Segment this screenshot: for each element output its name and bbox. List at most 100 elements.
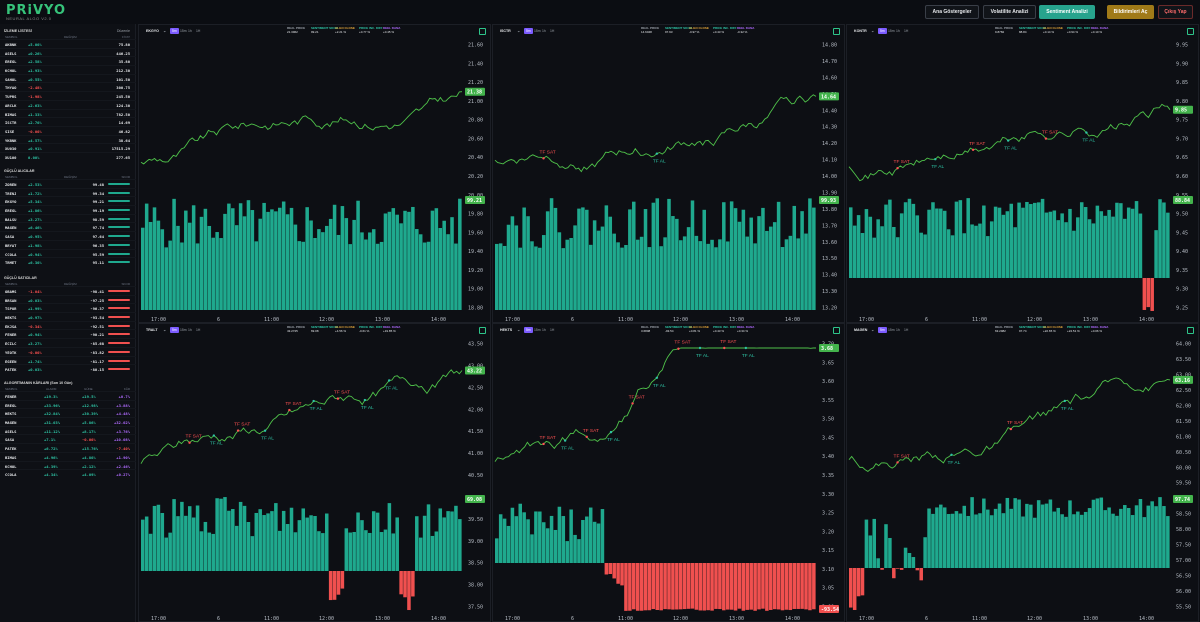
timeframe-tab[interactable]: 15m xyxy=(534,29,541,33)
price-tick: 14.70 xyxy=(822,59,837,65)
timeframe-tab[interactable]: 15m xyxy=(888,328,895,332)
expand-icon[interactable] xyxy=(833,28,840,35)
watchlist-row[interactable]: XU100 0.00% 277.65 xyxy=(0,151,136,161)
timeframe-tab[interactable]: 1h xyxy=(188,328,192,332)
sentiment-analysis-button[interactable]: Sentiment Analizi xyxy=(1039,5,1095,19)
timeframe-tab[interactable]: 5m xyxy=(524,327,533,333)
timeframe-tab[interactable]: 1H xyxy=(196,328,201,332)
buyer-row[interactable]: MAGEN +6.46% 97.74 xyxy=(0,222,136,231)
seller-row[interactable]: EKJSA -0.34% -92.51 xyxy=(0,320,136,330)
seller-row[interactable]: OBAMS -1.04% -98.41 xyxy=(0,286,136,295)
algo-row[interactable]: SASA +7.1% -0.00% +10.08% xyxy=(0,434,136,443)
timeframe-tab[interactable]: 1H xyxy=(904,328,909,332)
notifications-button[interactable]: Bildirimleri Aç xyxy=(1107,5,1154,19)
seller-row[interactable]: YEOTK -0.00% -83.82 xyxy=(0,346,136,356)
buyer-row[interactable]: BRYAT +1.98% 96.35 xyxy=(0,239,136,249)
seller-row[interactable]: EGEEN +1.74% -81.17 xyxy=(0,355,136,365)
watchlist-row[interactable]: XU030 +0.91% 17515.29 xyxy=(0,143,136,152)
timeframe-tab[interactable]: 5m xyxy=(170,28,179,34)
algo-row[interactable]: BIMAS +4.96% +4.80% +1.90% xyxy=(0,451,136,461)
col-change: DEĞİŞİM xyxy=(64,175,77,179)
timeframe-tab[interactable]: 1H xyxy=(904,29,909,33)
algo-row[interactable]: PATEK +6.72% +15.76% -7.40% xyxy=(0,443,136,452)
seller-row[interactable]: PATEK +0.03% -80.15 xyxy=(0,364,136,373)
watchlist-row[interactable]: EREGL +2.58% 35.80 xyxy=(0,56,136,65)
algo-row[interactable]: HEKTS +32.84% +30.39% +4.48% xyxy=(0,408,136,417)
seller-row[interactable]: ECILC +3.27% -85.68 xyxy=(0,338,136,347)
expand-icon[interactable] xyxy=(833,327,840,334)
timeframe-tab[interactable]: 15m xyxy=(180,29,187,33)
timeframe-tab[interactable]: 15m xyxy=(180,328,187,332)
buyer-row[interactable]: SASA +0.95% 97.64 xyxy=(0,231,136,240)
timeframe-tab[interactable]: 1H xyxy=(550,29,555,33)
timeframe-tab[interactable]: 1h xyxy=(542,328,546,332)
timeframe-tab[interactable]: 15m xyxy=(534,328,541,332)
symbol: EKGYO xyxy=(5,199,17,205)
seller-row[interactable]: FENER +0.94% -90.21 xyxy=(0,329,136,338)
seller-row[interactable]: HEKTS +0.97% -93.54 xyxy=(0,312,136,321)
watchlist-row[interactable]: BIMAS +1.33% 782.50 xyxy=(0,108,136,118)
price: 300.75 xyxy=(116,85,130,91)
metric: REAL PRICE 14.6048 xyxy=(641,26,659,34)
watchlist-row[interactable]: ASELS +0.26% 446.25 xyxy=(0,47,136,57)
watchlist-row[interactable]: KCHOL +1.93% 212.30 xyxy=(0,65,136,74)
timeframe-tab[interactable]: 1h xyxy=(188,29,192,33)
sentiment-bar xyxy=(387,211,392,310)
buyer-row[interactable]: EKGYO +5.34% 99.21 xyxy=(0,196,136,205)
algo-row[interactable]: ASELS +11.12% +8.17% +3.76% xyxy=(0,425,136,435)
buyer-row[interactable]: BALSU +3.27% 98.59 xyxy=(0,213,136,223)
price-tick: 3.05 xyxy=(822,586,834,592)
algo-row[interactable]: FENER +19.3% +19.5% +0.7% xyxy=(0,391,136,400)
expand-icon[interactable] xyxy=(1187,28,1194,35)
watchlist-row[interactable]: ARCLK +2.63% 124.30 xyxy=(0,99,136,109)
algo-row[interactable]: EREGL +33.96% +12.98% +3.88% xyxy=(0,399,136,409)
volatility-analysis-button[interactable]: Volatilite Analizi xyxy=(983,5,1036,19)
algo-row[interactable]: CCOLA +4.34% +4.09% +0.27% xyxy=(0,469,136,478)
seller-row[interactable]: BRSAN +0.03% -97.25 xyxy=(0,294,136,304)
timeframe-tab[interactable]: 15m xyxy=(888,29,895,33)
buyer-row[interactable]: EREGL +1.86% 99.19 xyxy=(0,205,136,214)
watchlist-row[interactable]: SAHOL +0.55% 101.50 xyxy=(0,73,136,83)
timeframe-tab[interactable]: 5m xyxy=(524,28,533,34)
chevron-down-icon[interactable]: ⌄ xyxy=(163,327,167,332)
edit-watchlist-link[interactable]: Düzenle xyxy=(116,29,130,33)
price-badge-text: 9.85 xyxy=(1175,108,1187,114)
sentiment-bar xyxy=(761,207,765,310)
timeframe-tab[interactable]: 1H xyxy=(550,328,555,332)
watchlist-row[interactable]: TUPRS -1.98% 245.50 xyxy=(0,91,136,100)
timeframe-tab[interactable]: 5m xyxy=(878,327,887,333)
timeframe-tab[interactable]: 1h xyxy=(896,328,900,332)
timeframe-tab[interactable]: 5m xyxy=(878,28,887,34)
chevron-down-icon[interactable]: ⌄ xyxy=(517,327,521,332)
expand-icon[interactable] xyxy=(1187,327,1194,334)
main-indicators-button[interactable]: Ana Göstergeler xyxy=(925,5,979,19)
timeframe-tab[interactable]: 1h xyxy=(542,29,546,33)
timeframe-tab[interactable]: 1h xyxy=(896,29,900,33)
seller-row[interactable]: TSPOR +1.99% -96.37 xyxy=(0,303,136,312)
watchlist-row[interactable]: YKBNK +4.57% 38.64 xyxy=(0,134,136,144)
chevron-down-icon[interactable]: ⌄ xyxy=(163,28,167,33)
chevron-down-icon[interactable]: ⌄ xyxy=(871,327,875,332)
watchlist-row[interactable]: THYAO -2.48% 300.75 xyxy=(0,82,136,91)
watchlist-row[interactable]: ISCTR +2.70% 14.69 xyxy=(0,117,136,126)
watchlist-row[interactable]: AKBNK +5.00% 75.80 xyxy=(0,39,136,48)
timeframe-tab[interactable]: 5m xyxy=(170,327,179,333)
chevron-down-icon[interactable]: ⌄ xyxy=(871,28,875,33)
timeframe-tab[interactable]: 1H xyxy=(196,29,201,33)
chevron-down-icon[interactable]: ⌄ xyxy=(517,28,521,33)
expand-icon[interactable] xyxy=(479,327,486,334)
price-tick: 3.35 xyxy=(822,473,834,479)
buyer-row[interactable]: TRMET +6.30% 95.11 xyxy=(0,257,136,266)
buyer-row[interactable]: CCOLA +0.94% 95.59 xyxy=(0,248,136,258)
buyer-row[interactable]: ZOREN +2.53% 99.48 xyxy=(0,179,136,188)
signal-label: TF SAT xyxy=(629,394,645,400)
buyer-row[interactable]: TRENJ +1.72% 99.34 xyxy=(0,187,136,197)
algo-row[interactable]: MAGEN +31.03% +5.86% +32.02% xyxy=(0,417,136,426)
logout-button[interactable]: Çıkış Yap xyxy=(1158,5,1193,19)
sentiment-bar xyxy=(144,516,149,571)
expand-icon[interactable] xyxy=(479,28,486,35)
metric: ALGO CLOSE +4.56 % xyxy=(335,325,355,333)
watchlist-row[interactable]: SISE -0.00% 46.82 xyxy=(0,125,136,135)
price-tick: 62.50 xyxy=(1176,388,1191,394)
algo-row[interactable]: KCHOL +4.39% +2.12% +2.46% xyxy=(0,460,136,470)
